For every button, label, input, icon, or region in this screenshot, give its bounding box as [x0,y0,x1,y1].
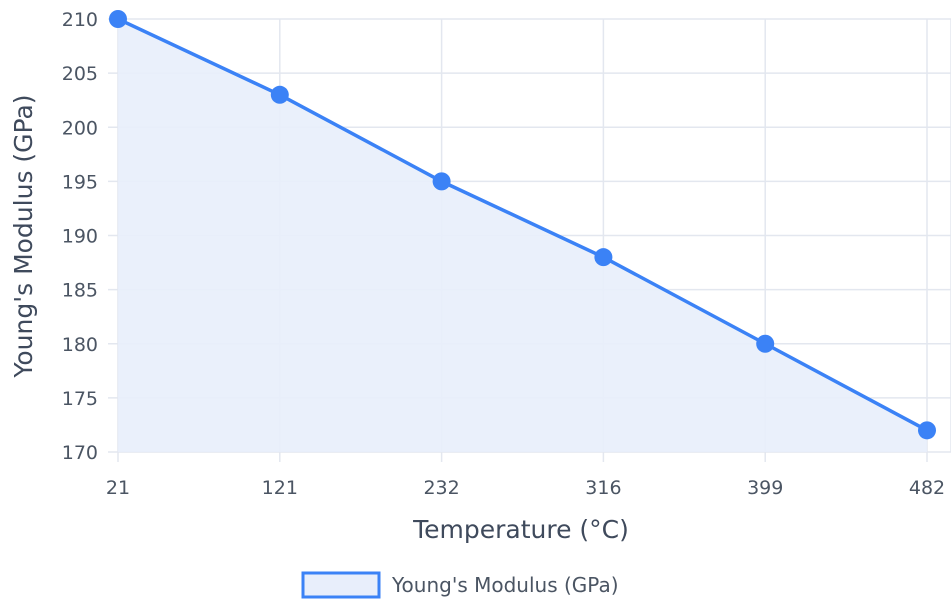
data-point-21[interactable] [109,10,127,28]
y-tick-label: 175 [62,388,98,410]
y-tick-label: 210 [62,9,98,31]
x-tick-label: 21 [106,477,130,499]
x-tick-label: 399 [747,477,783,499]
x-tick-label: 121 [262,477,298,499]
x-tick-label: 482 [909,477,945,499]
data-point-399[interactable] [756,334,775,353]
y-tick-label: 205 [62,63,98,85]
series-line [117,17,928,432]
data-point-482[interactable] [918,421,936,440]
x-axis-ticks: 21 121 232 316 399 482 [106,477,945,499]
data-point-121[interactable] [270,85,289,104]
y-tick-label: 185 [62,280,98,302]
data-point-316[interactable] [594,248,613,267]
y-tick-label: 170 [62,442,98,464]
x-tick-label: 232 [423,477,459,499]
y-tick-label: 190 [62,226,98,248]
y-axis-title: Young's Modulus (GPa) [9,94,38,378]
legend-swatch [301,571,381,599]
x-tick-label: 316 [585,477,621,499]
x-axis-title: Temperature (°C) [412,515,629,544]
y-tick-label: 195 [62,171,98,193]
area-fill [118,19,927,452]
data-points [109,10,936,440]
legend-label: Young's Modulus (GPa) [391,573,619,597]
data-point-232[interactable] [432,172,451,191]
y-tick-label: 180 [62,334,98,356]
y-tick-label: 200 [62,117,98,139]
y-axis-ticks: 170 175 180 185 190 195 200 205 210 [62,9,98,464]
legend[interactable]: Young's Modulus (GPa) [301,571,619,599]
